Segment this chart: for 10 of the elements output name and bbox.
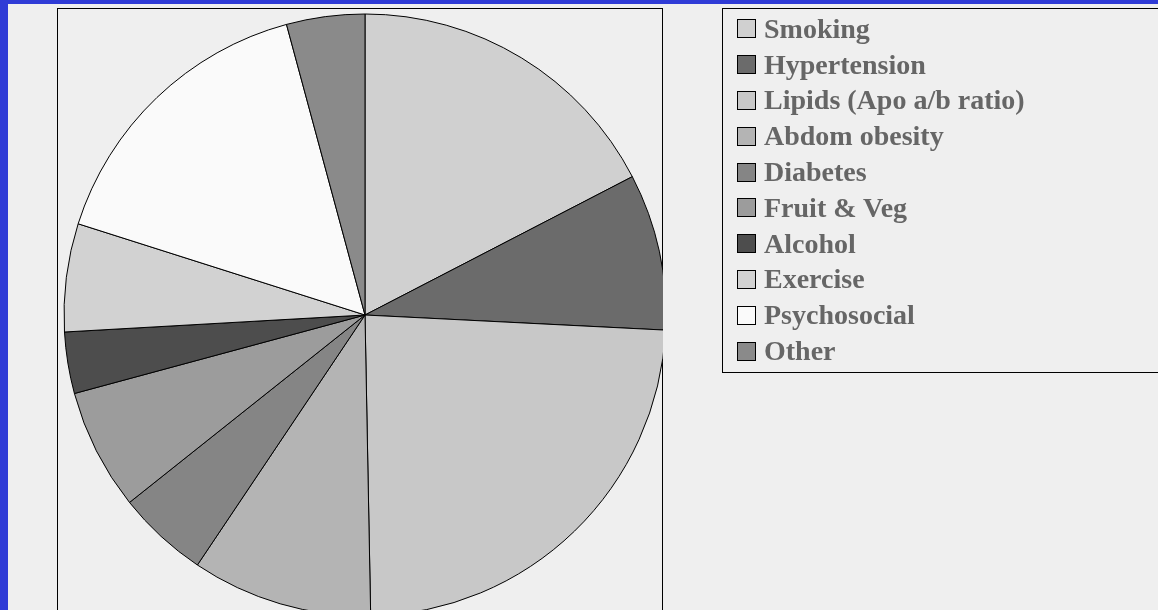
legend-label: Other bbox=[764, 335, 836, 368]
legend-label: Diabetes bbox=[764, 156, 867, 189]
legend-label: Psychosocial bbox=[764, 299, 915, 332]
legend-label: Hypertension bbox=[764, 48, 926, 81]
legend-label: Abdom obesity bbox=[764, 120, 944, 153]
legend-label: Fruit & Veg bbox=[764, 191, 908, 224]
legend-label: Exercise bbox=[764, 263, 865, 296]
legend-label: Alcohol bbox=[764, 227, 856, 260]
legend-label: Smoking bbox=[764, 12, 870, 45]
legend-label: Lipids (Apo a/b ratio) bbox=[764, 84, 1025, 117]
